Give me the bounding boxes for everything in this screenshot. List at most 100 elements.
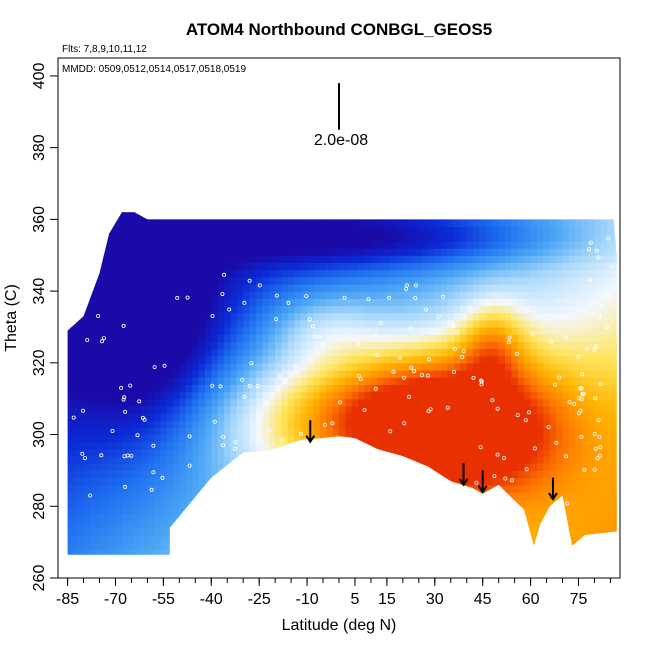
field-cell — [575, 484, 583, 493]
field-cell — [281, 319, 289, 328]
field-cell — [607, 527, 615, 536]
field-cell — [530, 470, 538, 479]
field-cell — [556, 535, 564, 543]
field-cell — [479, 233, 487, 242]
field-cell — [128, 370, 136, 378]
concentration-field — [58, 212, 617, 572]
field-cell — [192, 427, 200, 436]
field-cell — [537, 355, 544, 364]
field-cell — [204, 212, 212, 220]
field-cell — [77, 355, 85, 364]
field-cell — [300, 477, 308, 486]
sample-point — [606, 236, 611, 241]
field-cell — [128, 212, 136, 220]
field-cell — [390, 535, 398, 543]
field-cell — [568, 549, 576, 555]
field-cell — [128, 362, 136, 371]
field-cell — [345, 398, 353, 407]
field-cell — [466, 391, 474, 400]
field-cell — [77, 456, 85, 464]
field-cell — [364, 327, 372, 335]
field-cell — [447, 255, 455, 263]
field-cell — [185, 370, 193, 378]
sample-point — [413, 296, 418, 301]
field-cell — [479, 441, 487, 450]
field-cell — [67, 240, 72, 249]
field-cell — [67, 219, 72, 228]
field-cell — [505, 334, 512, 342]
field-cell — [441, 520, 449, 529]
field-cell — [121, 240, 129, 249]
field-cell — [351, 283, 359, 292]
sample-point — [247, 383, 252, 388]
field-cell — [109, 377, 117, 385]
field-cell — [600, 527, 608, 536]
field-cell — [300, 384, 308, 393]
field-cell — [428, 312, 436, 321]
field-cell — [364, 255, 372, 263]
field-cell — [351, 441, 359, 450]
field-cell — [441, 226, 449, 235]
field-cell — [498, 276, 506, 285]
field-cell — [339, 398, 346, 407]
field-cell — [607, 384, 615, 393]
field-cell — [568, 255, 576, 263]
field-cell — [211, 212, 219, 220]
sample-point — [387, 295, 392, 300]
field-cell — [224, 391, 231, 400]
field-cell — [441, 463, 449, 471]
field-cell — [345, 484, 353, 493]
field-cell — [160, 441, 168, 450]
field-cell — [575, 499, 583, 507]
sample-point — [479, 382, 484, 387]
field-cell — [594, 283, 602, 292]
field-cell — [339, 441, 346, 450]
field-cell — [275, 470, 283, 479]
field-cell — [128, 557, 135, 565]
field-cell — [447, 470, 455, 479]
x-tick-label: 60 — [522, 591, 540, 608]
field-cell — [121, 427, 129, 436]
field-cell — [268, 233, 276, 242]
field-cell — [115, 212, 123, 213]
field-cell — [70, 434, 78, 443]
field-cell — [485, 527, 493, 536]
field-cell — [383, 240, 391, 249]
field-cell — [167, 557, 174, 565]
field-cell — [339, 355, 346, 364]
field-cell — [230, 327, 238, 335]
field-cell — [102, 226, 110, 235]
field-cell — [370, 398, 378, 407]
field-cell — [58, 377, 65, 385]
field-cell — [454, 355, 461, 364]
field-cell — [377, 262, 385, 271]
field-cell — [211, 240, 219, 249]
field-cell — [281, 327, 289, 335]
field-cell — [492, 564, 499, 572]
field-cell — [281, 470, 289, 479]
field-cell — [454, 484, 461, 493]
field-cell — [173, 477, 180, 486]
field-cell — [243, 377, 251, 385]
field-cell — [460, 542, 468, 550]
field-cell — [473, 398, 481, 407]
field-cell — [364, 427, 372, 436]
field-cell — [326, 448, 334, 457]
field-cell — [141, 226, 148, 235]
field-cell — [345, 520, 353, 529]
field-cell — [319, 370, 327, 378]
field-cell — [351, 327, 359, 335]
field-cell — [115, 283, 123, 292]
field-cell — [109, 312, 117, 321]
field-cell — [217, 391, 225, 400]
field-cell — [313, 391, 321, 400]
field-cell — [530, 219, 538, 228]
sample-point — [135, 433, 140, 438]
field-cell — [121, 341, 129, 350]
field-cell — [326, 413, 334, 421]
field-cell — [90, 564, 97, 572]
field-cell — [524, 434, 532, 443]
field-cell — [313, 456, 321, 464]
field-cell — [153, 341, 161, 350]
field-cell — [568, 334, 576, 342]
